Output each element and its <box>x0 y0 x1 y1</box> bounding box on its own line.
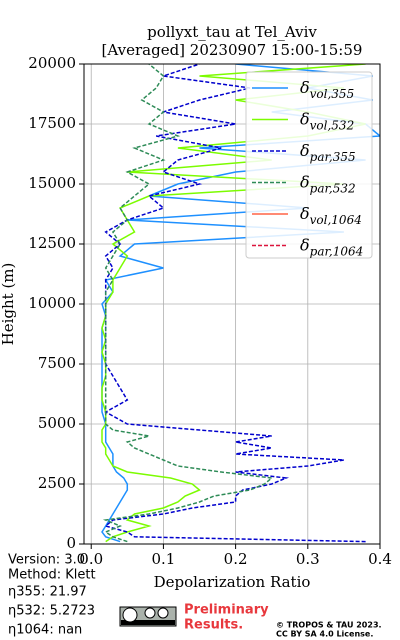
y-tick-label: 2500 <box>38 474 76 492</box>
y-tick-label: 20000 <box>28 54 76 72</box>
chart-title: pollyxt_tau at Tel_Aviv <box>147 23 317 41</box>
legend-label: δvol,1064 <box>300 204 362 227</box>
preliminary-note: Preliminary <box>184 603 269 618</box>
legend-label: δpar,1064 <box>300 235 363 258</box>
legend: δvol,355 δvol,532 δpar,355 δpar,532 δvol,106… <box>245 71 373 259</box>
profile-line <box>102 64 274 543</box>
y-tick-label: 10000 <box>28 294 76 312</box>
preliminary-note: Results. <box>184 618 243 633</box>
footer: Version: 3.0 Method: Klett η355: 21.97 η… <box>8 553 382 639</box>
y-tick-label: 0 <box>66 534 76 552</box>
legend-label: δvol,532 <box>300 109 354 132</box>
x-tick-label: 0.0 <box>79 550 103 568</box>
x-tick-label: 0.1 <box>151 550 175 568</box>
ticks: 0 2500 5000 7500 10000 12500 15000 17500 20000 0.… <box>28 54 392 568</box>
x-tick-label: 0.4 <box>368 550 392 568</box>
x-tick-label: 0.3 <box>296 550 320 568</box>
chart-subtitle: [Averaged] 20230907 15:00-15:59 <box>102 41 363 59</box>
y-tick-label: 12500 <box>28 234 76 252</box>
x-tick-label: 0.2 <box>224 550 248 568</box>
legend-label: δvol,355 <box>300 78 354 101</box>
footer-method: Method: Klett <box>8 568 96 583</box>
copyright: © TROPOS & TAU 2023. <box>276 621 382 630</box>
footer-version: Version: 3.0 <box>8 553 85 568</box>
y-tick-label: 15000 <box>28 174 76 192</box>
footer-eta: η355: 21.97 <box>8 585 87 600</box>
footer-eta: η1064: nan <box>8 623 82 638</box>
y-tick-label: 5000 <box>38 414 76 432</box>
footer-eta: η532: 5.2723 <box>8 604 95 619</box>
y-axis-label: Height (m) <box>0 263 17 346</box>
legend-label: δpar,355 <box>300 141 356 164</box>
y-tick-label: 17500 <box>28 114 76 132</box>
x-axis-label: Depolarization Ratio <box>154 573 311 591</box>
license: CC BY SA 4.0 License. <box>276 630 373 639</box>
cc-logo <box>119 606 177 627</box>
legend-label: δpar,532 <box>300 172 356 195</box>
y-tick-label: 7500 <box>38 354 76 372</box>
legend-box <box>245 71 373 259</box>
